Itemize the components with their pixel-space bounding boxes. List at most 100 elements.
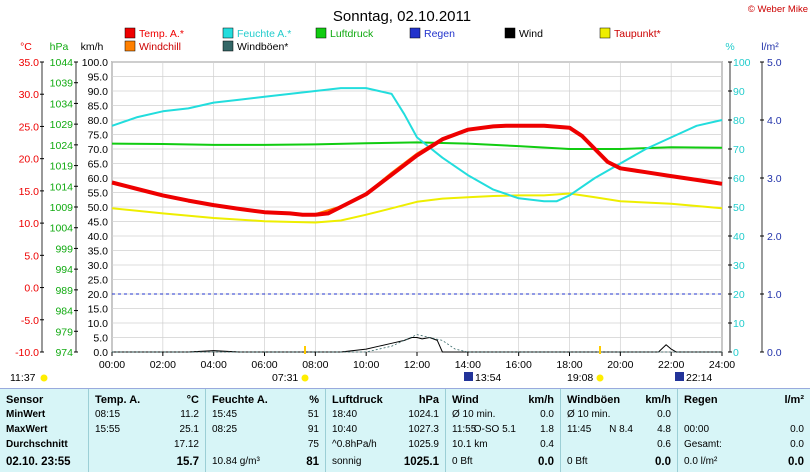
x-tick-label: 24:00 [709,359,735,371]
legend-label: Wind [519,28,543,40]
legend-swatch-icon [599,27,611,39]
temp-tick-label: 20.0 [19,154,40,166]
summary-row-time: sonnig [332,456,362,467]
moonset2-icon [675,372,684,381]
pressure-tick-label: 974 [55,347,73,359]
summary-unit: °C [186,394,199,406]
temp-tick-label: 5.0 [24,250,39,262]
summary-row-label: 02.10. 23:55 [6,456,71,468]
x-tick-label: 14:00 [455,359,481,371]
pressure-tick-label: 1044 [50,57,74,69]
wind-tick-label: 0.0 [93,347,108,359]
summary-row-time: 0.0 l/m² [684,456,718,467]
wind-tick-label: 60.0 [88,173,109,185]
humidity-tick-label: 100 [733,57,751,69]
pressure-tick-label: 1014 [50,181,74,193]
pressure-tick-label: 984 [55,306,73,318]
humidity-tick-label: 0 [733,347,739,359]
wind-tick-label: 45.0 [88,217,109,229]
series-line-taupunkt [111,192,723,224]
x-tick-label: 04:00 [201,359,227,371]
summary-row-time: 10.84 g/m³ [212,456,260,467]
moon-icon [40,374,48,382]
humidity-tick-label: 20 [733,289,745,301]
pressure-tick-label: 999 [55,243,73,255]
summary-row-value: 0.0 [657,409,671,420]
legend-label: Taupunkt* [614,28,661,40]
legend-label: Regen [424,28,455,40]
temp-tick-label: 15.0 [19,186,40,198]
humidity-unit-label: % [725,41,734,53]
summary-header: Feuchte A. [212,394,268,406]
x-tick-label: 20:00 [607,359,633,371]
wind-tick-label: 25.0 [88,275,109,287]
summary-col-4: Wind km/h Ø 10 min. 0.0 11:55 O-SO 5.1 1.8 10.1… [445,389,560,472]
summary-row-time: 15:55 [95,424,121,435]
rain-tick-label: 0.0 [767,347,782,359]
summary-col-6: Regen l/m² 00:00 0.0 Gesamt: 0.0 0.0 l/m² 0.0 [677,389,810,472]
summary-col-0: Sensor MinWert MaxWert Durchschnitt 02.10. 2… [0,389,88,472]
wind-unit-label: km/h [81,41,104,53]
summary-row-time: 08:15 [95,409,121,420]
summary-row-time: ^0.8hPa/h [332,439,377,450]
wind-tick-label: 55.0 [88,188,109,200]
summary-row-value: 1024.1 [408,409,439,420]
summary-row-value: 0.0 [540,409,554,420]
legend-label: Luftdruck [330,28,374,40]
summary-row-time: 15:45 [212,409,238,420]
summary-row-time: 10:40 [332,424,358,435]
wind-tick-label: 75.0 [88,130,109,142]
wind-tick-label: 10.0 [88,318,109,330]
summary-row-value: 75 [307,439,319,450]
legend-label: Temp. A.* [139,28,184,40]
pressure-tick-label: 1009 [50,202,74,214]
sun-event-bar: 11:37 07:31 13:54 19:08 22:14 [10,346,712,384]
summary-row-time: 0 Bft [452,456,473,467]
summary-col-2: Feuchte A.% 15:45 51 08:25 91 75 10.84 g/m³ 81 [205,389,325,472]
temp-unit-label: °C [20,41,32,53]
rain-tick-label: 2.0 [767,231,782,243]
humidity-tick-label: 50 [733,202,745,214]
legend-label: Windchill [139,41,181,53]
summary-row-value: 1025.1 [403,456,439,468]
summary-row-value: 1.8 [540,424,554,435]
temp-tick-label: 35.0 [19,57,40,69]
summary-row-value: 0.0 [790,424,804,435]
x-tick-label: 02:00 [150,359,176,371]
pressure-tick-label: 1024 [50,140,74,152]
summary-col-1: Temp. A. °C 08:15 11.2 15:55 25.1 17.12 15.7 [88,389,205,472]
chart-legend: Temp. A.* Feuchte A.* Luftdruck Regen Wind Ta… [124,27,661,53]
temp-tick-label: 25.0 [19,121,40,133]
series-line-windb-en [112,334,722,353]
wind-tick-label: 30.0 [88,260,109,272]
copyright-text: © Weber Mike [748,4,808,15]
pressure-tick-label: 1034 [50,98,74,110]
legend-swatch-icon [124,40,136,52]
summary-row-label: MinWert [6,409,46,420]
sunset-time: 19:08 [567,372,593,384]
x-tick-label: 00:00 [99,359,125,371]
summary-table: Sensor MinWert MaxWert Durchschnitt 02.10. 2… [0,388,810,472]
rain-tick-label: 4.0 [767,115,782,127]
summary-row-time: 10.1 km [452,439,488,450]
moonset-time: 11:37 [10,372,36,384]
humidity-tick-label: 60 [733,173,745,185]
x-tick-label: 12:00 [404,359,430,371]
temp-tick-label: 10.0 [19,218,40,230]
summary-row-value: 0.0 [790,439,804,450]
humidity-tick-label: 10 [733,318,745,330]
x-tick-label: 22:00 [658,359,684,371]
humidity-tick-label: 80 [733,115,745,127]
summary-unit: km/h [645,394,671,406]
chart-series [111,87,723,353]
temp-tick-label: -5.0 [21,315,39,327]
pressure-tick-label: 989 [55,285,73,297]
wind-tick-label: 35.0 [88,246,109,258]
summary-row-value: 4.8 [657,424,671,435]
summary-row-time: 08:25 [212,424,238,435]
sun-icon [301,374,309,382]
wind-tick-label: 65.0 [88,159,109,171]
summary-row-value: 91 [307,424,319,435]
wind-tick-label: 70.0 [88,144,109,156]
summary-header: Wind [452,394,479,406]
